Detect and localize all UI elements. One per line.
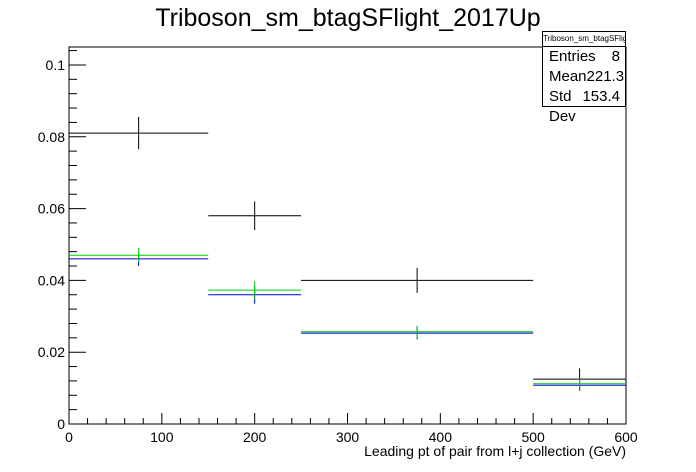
stats-entries-label: Entries [549,48,596,65]
histogram-series [69,117,626,391]
y-tick-label: 0.02 [38,344,65,360]
x-tick-label: 100 [150,429,174,445]
stats-entries-row: Entries 8 [543,47,625,67]
stats-mean-row: Mean 221.3 [543,67,625,87]
x-tick-label: 400 [429,429,453,445]
axis-tick-labels: 0 100 200 300 400 500 600 0 0.02 0.04 0.06 0.08 0.1 [38,57,638,445]
axis-ticks [68,50,627,425]
x-tick-label: 200 [243,429,267,445]
x-axis-label: Leading pt of pair from l+j collection (… [364,443,626,459]
x-tick-label: 0 [65,429,73,445]
series-0 [69,117,626,390]
stats-std-value: 153.4 [582,88,620,105]
series-2 [69,248,626,390]
y-tick-label: 0.08 [38,129,65,145]
stats-box-title: Triboson_sm_btagSFlight_2017Up [543,32,625,47]
stats-mean-label: Mean [549,68,587,85]
y-tick-label: 0 [57,416,65,432]
y-tick-label: 0.06 [38,201,65,217]
y-tick-label: 0.1 [46,57,66,73]
stats-std-row: Std Dev 153.4 [543,87,625,127]
x-tick-label: 500 [521,429,545,445]
stats-std-label: Std Dev [549,88,576,125]
stats-entries-value: 8 [611,48,620,65]
series-1 [69,251,626,391]
y-tick-label: 0.04 [38,272,65,288]
stats-box: Triboson_sm_btagSFlight_2017Up Entries 8… [542,31,626,125]
chart-title: Triboson_sm_btagSFlight_2017Up [155,4,541,32]
x-tick-label: 600 [614,429,638,445]
stats-mean-value: 221.3 [586,68,625,85]
x-tick-label: 300 [336,429,360,445]
